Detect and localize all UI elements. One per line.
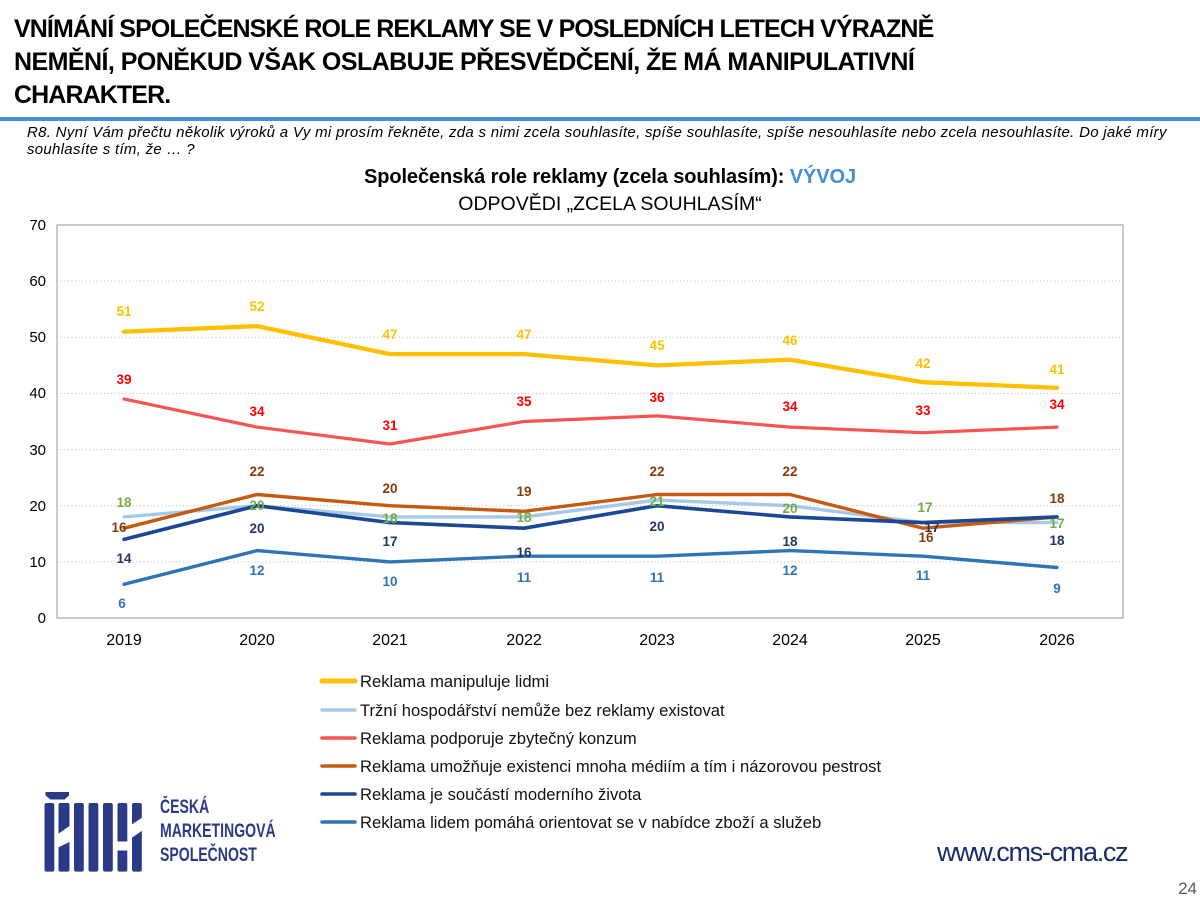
- svg-text:33: 33: [915, 403, 931, 418]
- svg-text:18: 18: [516, 510, 532, 525]
- svg-text:36: 36: [649, 390, 665, 405]
- svg-text:30: 30: [29, 442, 46, 459]
- svg-text:51: 51: [116, 304, 132, 319]
- svg-text:34: 34: [782, 399, 798, 414]
- svg-text:70: 70: [29, 217, 46, 234]
- svg-text:16: 16: [111, 520, 127, 535]
- svg-text:Reklama lidem pomáhá orientova: Reklama lidem pomáhá orientovat se v nab…: [360, 813, 821, 832]
- svg-text:22: 22: [249, 464, 264, 479]
- svg-text:11: 11: [650, 570, 665, 585]
- svg-text:17: 17: [924, 520, 939, 535]
- svg-text:31: 31: [382, 418, 398, 433]
- svg-text:14: 14: [116, 551, 132, 566]
- svg-text:47: 47: [516, 327, 531, 342]
- svg-text:60: 60: [29, 273, 46, 290]
- svg-text:2026: 2026: [1039, 632, 1075, 649]
- svg-text:10: 10: [382, 574, 397, 589]
- svg-text:41: 41: [1049, 362, 1065, 377]
- svg-text:2023: 2023: [639, 632, 675, 649]
- svg-text:22: 22: [782, 464, 797, 479]
- svg-text:Reklama umožňuje existenci mno: Reklama umožňuje existenci mnoha médiím …: [360, 757, 881, 776]
- svg-text:19: 19: [516, 484, 531, 499]
- svg-text:50: 50: [29, 329, 46, 346]
- svg-text:12: 12: [782, 563, 797, 578]
- svg-text:12: 12: [249, 563, 264, 578]
- svg-text:9: 9: [1053, 581, 1061, 596]
- svg-text:39: 39: [116, 372, 131, 387]
- svg-text:52: 52: [249, 299, 264, 314]
- svg-text:20: 20: [649, 519, 664, 534]
- svg-text:17: 17: [382, 534, 397, 549]
- svg-text:21: 21: [649, 494, 665, 509]
- svg-text:0: 0: [38, 610, 46, 627]
- svg-text:47: 47: [382, 327, 397, 342]
- svg-text:20: 20: [249, 498, 264, 513]
- svg-text:35: 35: [516, 394, 532, 409]
- svg-text:18: 18: [116, 495, 132, 510]
- svg-text:20: 20: [249, 521, 264, 536]
- svg-text:2025: 2025: [905, 632, 941, 649]
- svg-text:42: 42: [915, 356, 930, 371]
- svg-text:45: 45: [649, 338, 665, 353]
- svg-text:Reklama podporuje zbytečný kon: Reklama podporuje zbytečný konzum: [360, 729, 637, 748]
- svg-text:11: 11: [916, 568, 931, 583]
- svg-text:22: 22: [649, 464, 664, 479]
- svg-text:10: 10: [29, 554, 46, 571]
- svg-text:Tržní hospodářství nemůže bez: Tržní hospodářství nemůže bez reklamy ex…: [360, 701, 725, 720]
- svg-text:18: 18: [382, 511, 398, 526]
- svg-text:18: 18: [1049, 533, 1065, 548]
- svg-text:Reklama manipuluje lidmi: Reklama manipuluje lidmi: [360, 672, 549, 691]
- svg-text:2024: 2024: [772, 632, 808, 649]
- svg-text:34: 34: [1049, 397, 1065, 412]
- svg-text:46: 46: [782, 333, 798, 348]
- svg-text:16: 16: [516, 545, 532, 560]
- svg-text:20: 20: [782, 501, 797, 516]
- svg-text:2022: 2022: [506, 632, 542, 649]
- svg-text:20: 20: [29, 498, 46, 515]
- svg-text:2020: 2020: [239, 632, 275, 649]
- svg-text:Reklama je součástí moderního: Reklama je součástí moderního života: [360, 785, 642, 804]
- svg-text:16: 16: [918, 530, 934, 545]
- svg-text:40: 40: [29, 385, 46, 402]
- svg-text:17: 17: [917, 500, 932, 515]
- svg-text:2019: 2019: [106, 632, 142, 649]
- svg-text:20: 20: [382, 481, 397, 496]
- svg-text:18: 18: [1049, 491, 1065, 506]
- svg-text:18: 18: [782, 534, 798, 549]
- svg-text:2021: 2021: [372, 632, 408, 649]
- svg-text:17: 17: [1049, 516, 1064, 531]
- svg-text:11: 11: [517, 570, 532, 585]
- svg-text:6: 6: [118, 596, 126, 611]
- svg-text:34: 34: [249, 404, 265, 419]
